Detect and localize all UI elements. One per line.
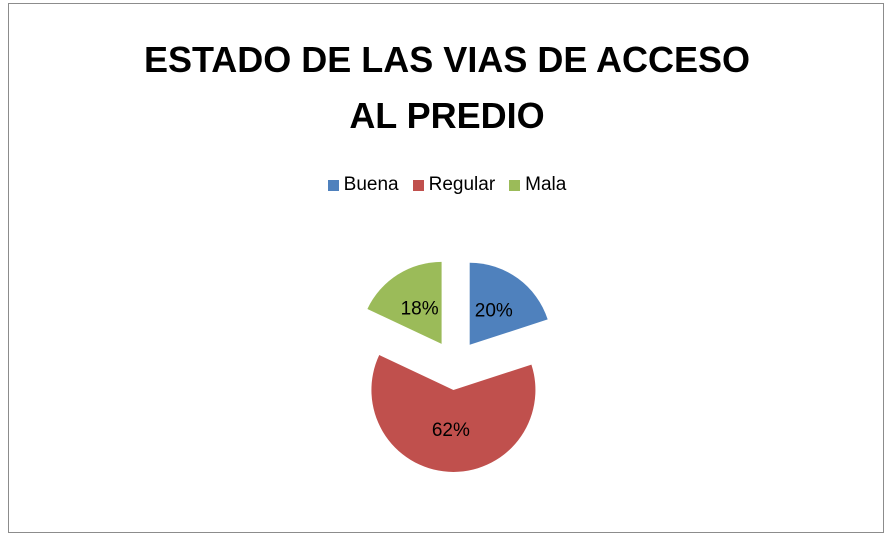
pie-slice bbox=[371, 355, 536, 472]
title-box: ESTADO DE LAS VIAS DE ACCESO AL PREDIO bbox=[0, 32, 894, 144]
legend: Buena Regular Mala bbox=[0, 174, 894, 196]
legend-label: Regular bbox=[428, 174, 496, 195]
data-label: 20% bbox=[475, 301, 513, 322]
legend-swatch bbox=[509, 179, 521, 191]
pie-slice bbox=[367, 261, 442, 344]
data-label: 62% bbox=[432, 420, 470, 441]
pie-slice bbox=[469, 262, 548, 345]
legend-swatch bbox=[327, 179, 339, 191]
legend-item: Regular bbox=[412, 174, 496, 196]
legend-item: Buena bbox=[327, 174, 399, 196]
legend-label: Buena bbox=[343, 174, 399, 195]
chart-title: ESTADO DE LAS VIAS DE ACCESO AL PREDIO bbox=[143, 39, 751, 136]
data-label: 18% bbox=[401, 298, 439, 319]
legend-label: Mala bbox=[525, 174, 567, 195]
legend-item: Mala bbox=[509, 174, 566, 196]
legend-swatch bbox=[412, 179, 424, 191]
